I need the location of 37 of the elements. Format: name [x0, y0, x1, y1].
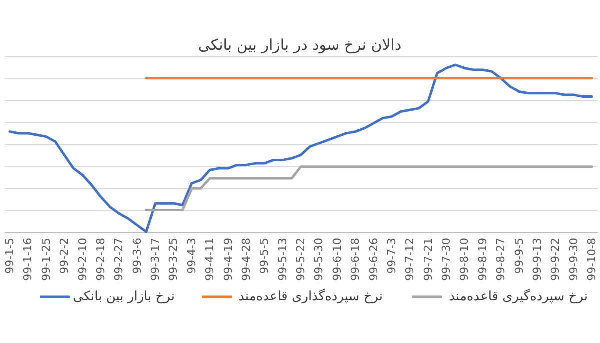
x-tick-label: 99-9-5 — [512, 238, 526, 274]
x-tick-label: 99-8-27 — [494, 238, 508, 281]
x-tick-label: 99-3-6 — [130, 238, 144, 274]
x-tick-label: 99-7-3 — [385, 238, 398, 274]
x-tick-label: 99-1-16 — [22, 238, 35, 281]
legend-label: نرخ بازار بین بانکی — [73, 290, 175, 304]
title: دالان نرخ سود در بازار بین بانکی — [198, 36, 402, 54]
x-tick-label: 99-5-30 — [312, 238, 326, 281]
x-tick-label: 99-2-18 — [94, 238, 108, 281]
x-tick-label: 99-4-28 — [240, 238, 253, 281]
x-tick-label: 99-2-27 — [112, 238, 126, 281]
x-tick-label: 99-5-13 — [276, 238, 290, 281]
x-tick-label: 99-3-25 — [167, 238, 180, 281]
x-tick-label: 99-2-10 — [76, 238, 90, 281]
x-tick-label: 99-6-10 — [330, 238, 344, 281]
x-tick-label: 99-1-25 — [40, 238, 53, 281]
x-tick-label: 99-9-22 — [549, 238, 562, 281]
x-tick-label: 99-8-10 — [458, 238, 472, 281]
x-tick-label: 99-9-13 — [530, 238, 544, 281]
x-tick-label: 99-7-30 — [440, 238, 453, 281]
x-tick-label: 99-4-19 — [222, 238, 235, 281]
x-tick-label: 99-7-12 — [404, 238, 417, 281]
x-tick-label: 99-8-19 — [476, 238, 490, 281]
x-tick-label: 99-4-3 — [185, 238, 198, 274]
x-tick-label: 99-6-26 — [367, 238, 380, 281]
legend-label: نرخ سپرده‌گذاری قاعده‌مند — [238, 288, 383, 304]
x-tick-label: 99-2-2 — [58, 238, 72, 274]
legend-label: نرخ سپرده‌گیری قاعده‌مند — [449, 288, 588, 304]
x-tick-label: 99-10-8 — [586, 238, 598, 281]
x-tick-label: 99-1-5 — [4, 238, 16, 274]
x-tick-label: 99-9-30 — [567, 238, 580, 281]
x-tick-label: 99-4-11 — [204, 238, 217, 281]
x-tick-label: 99-5-22 — [294, 238, 308, 281]
x-tick-label: 99-7-21 — [422, 238, 435, 281]
x-tick-label: 99-3-17 — [149, 238, 162, 281]
x-tick-label: 99-6-18 — [349, 238, 362, 281]
x-tick-label: 99-5-5 — [258, 238, 272, 274]
